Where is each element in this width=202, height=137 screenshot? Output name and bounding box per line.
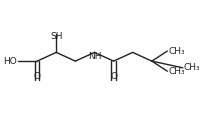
- Text: CH₃: CH₃: [168, 47, 185, 55]
- Text: CH₃: CH₃: [184, 63, 200, 72]
- Text: HO: HO: [3, 57, 17, 66]
- Text: SH: SH: [50, 32, 62, 41]
- Text: O: O: [34, 72, 41, 81]
- Text: O: O: [110, 72, 117, 81]
- Text: CH₃: CH₃: [168, 67, 185, 76]
- Text: NH: NH: [88, 52, 101, 61]
